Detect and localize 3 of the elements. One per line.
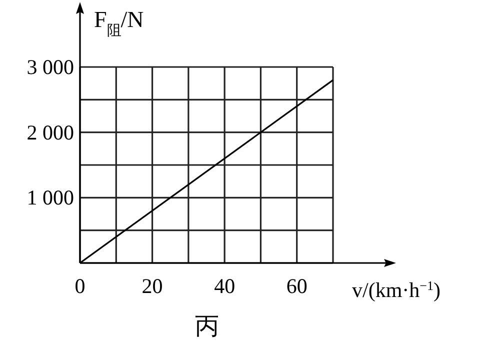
annotation: 丙: [195, 314, 219, 340]
ylabel: F$_{阻}$/N: [94, 7, 144, 39]
xlabel: v/(km·h$^{−1}$): [352, 278, 441, 302]
